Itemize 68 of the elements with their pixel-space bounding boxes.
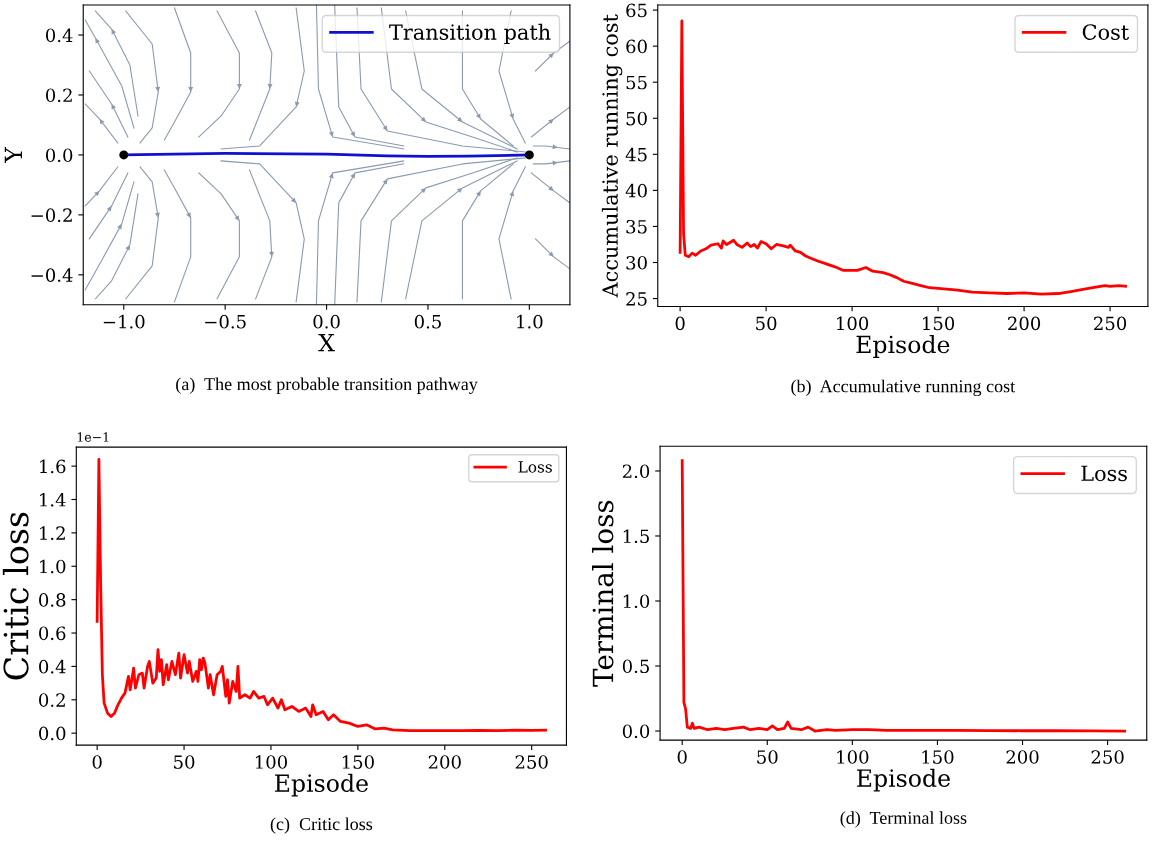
x-tick-label: 100 (837, 316, 869, 331)
y-axis-title: Accumulative running cost (601, 14, 623, 298)
legend-label: Loss (518, 461, 552, 473)
text: (a) The most probable transition pathway (176, 377, 478, 394)
x-tick-label: 200 (1008, 316, 1041, 331)
y-tick-label: 0.0 (39, 726, 66, 741)
y-tick-label: 0.0 (45, 148, 73, 163)
y-tick-label: 0.4 (39, 659, 66, 674)
x-axis-title: Episode (856, 335, 950, 358)
y-tick-label: 0.4 (45, 28, 73, 43)
x-tick-label: 250 (1094, 316, 1127, 331)
text: 1e−1 (77, 432, 109, 442)
x-tick-label: 200 (1006, 750, 1039, 764)
x-tick-label: −1.0 (103, 314, 145, 329)
y-tick-label: 65 (626, 3, 647, 18)
y-tick-label: 1.6 (40, 459, 66, 474)
y-tick-label: 60 (626, 39, 647, 54)
x-tick-label: 50 (174, 755, 195, 769)
y-tick-label: 1.2 (40, 526, 65, 540)
x-tick-label: 0 (677, 750, 687, 764)
x-tick-label: 150 (923, 316, 955, 331)
y-tick-label: 0.6 (39, 626, 66, 641)
y-tick-label: 1.0 (40, 559, 66, 574)
legend-label: Loss (1081, 465, 1127, 482)
y-tick-label: 1.5 (623, 529, 649, 544)
x-tick-label: 0.0 (313, 314, 340, 329)
y-axis-title: Y (4, 146, 22, 163)
legend-label: Cost (1082, 24, 1129, 40)
x-axis-title: Episode (275, 773, 368, 797)
x-axis-title: X (318, 334, 335, 352)
y-tick-label: 2.0 (622, 464, 650, 479)
x-tick-label: 100 (255, 755, 287, 769)
x-tick-label: 0.5 (414, 314, 441, 329)
y-tick-label: 30 (626, 255, 647, 270)
x-tick-label: 250 (1091, 750, 1124, 764)
y-tick-label: 55 (626, 75, 647, 90)
y-tick-label: 0.5 (622, 659, 649, 674)
legend-label: Transition path (389, 23, 551, 44)
y-axis-title: Critic loss (2, 512, 29, 680)
text: (d) Terminal loss (840, 811, 967, 828)
text: (c) Critic loss (270, 817, 373, 834)
y-tick-label: 1.0 (623, 594, 650, 609)
x-tick-label: 100 (837, 750, 869, 764)
y-tick-label: −0.2 (31, 208, 72, 222)
y-tick-label: 0.0 (622, 724, 650, 739)
x-tick-label: 0 (92, 755, 102, 769)
y-tick-label: 50 (626, 111, 647, 126)
x-tick-label: 200 (428, 755, 461, 769)
y-tick-label: 35 (626, 219, 647, 234)
y-tick-label: 0.2 (45, 88, 72, 103)
x-tick-label: 0 (675, 316, 685, 331)
text: (b) Accumulative running cost (791, 379, 1016, 397)
x-axis-title: Episode (857, 768, 950, 792)
y-tick-label: 1.4 (40, 492, 66, 507)
y-tick-label: 45 (625, 147, 647, 162)
x-tick-label: −0.5 (205, 314, 246, 329)
y-tick-label: 0.8 (39, 593, 66, 607)
y-tick-label: −0.4 (31, 268, 73, 282)
y-tick-label: 25 (626, 292, 647, 306)
y-tick-label: 0.2 (39, 693, 65, 707)
x-tick-label: 50 (756, 316, 777, 331)
x-tick-label: 150 (922, 750, 954, 764)
x-tick-label: 1.0 (517, 314, 543, 329)
x-tick-label: 150 (342, 755, 374, 769)
y-axis-title: Terminal loss (591, 500, 614, 687)
x-tick-label: 50 (757, 750, 778, 764)
x-tick-label: 250 (515, 755, 548, 769)
y-tick-label: 40 (625, 183, 647, 198)
